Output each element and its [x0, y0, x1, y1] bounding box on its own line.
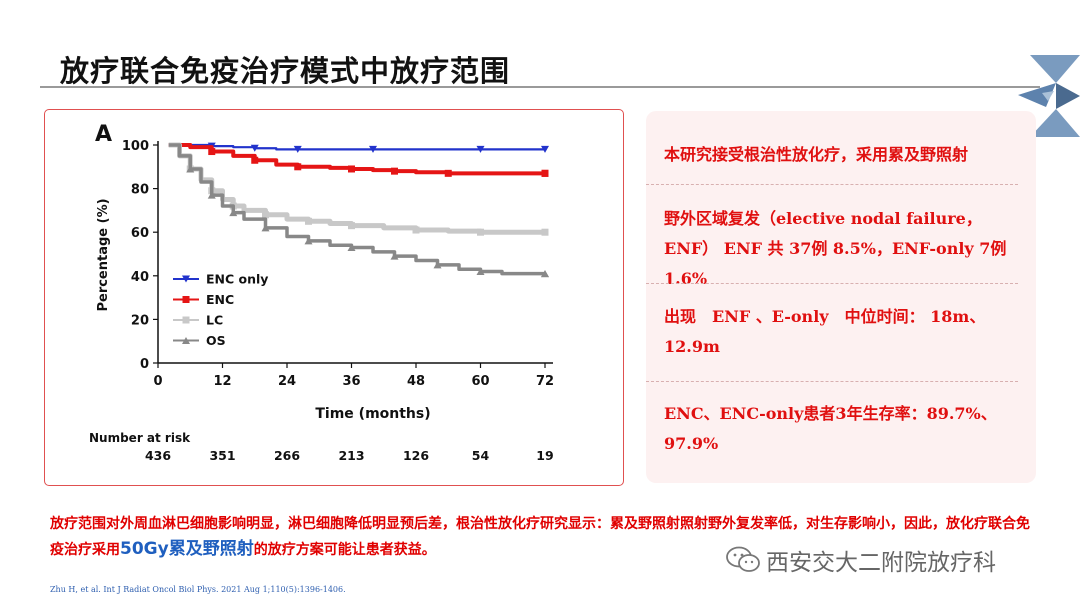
slide-title: 放疗联合免疫治疗模式中放疗范围 — [60, 54, 511, 88]
risk-table-title: Number at risk — [89, 431, 191, 445]
citation: Zhu H, et al. Int J Radiat Oncol Biol Ph… — [50, 585, 346, 594]
legend-marker — [182, 296, 190, 303]
series-point — [262, 211, 269, 219]
risk-value: 54 — [472, 448, 490, 463]
divider — [646, 283, 1018, 284]
y-tick-label: 40 — [131, 270, 149, 285]
watermark-text: 西安交大二附院放疗科 — [766, 550, 996, 576]
x-tick-label: 48 — [407, 374, 425, 389]
risk-value: 436 — [145, 448, 171, 463]
y-tick-label: 0 — [140, 357, 149, 372]
x-tick-label: 0 — [153, 374, 162, 389]
series-point — [304, 237, 313, 245]
legend-marker — [182, 337, 190, 344]
wechat-icon — [726, 546, 760, 572]
x-tick-label: 72 — [536, 374, 554, 389]
risk-value: 351 — [209, 448, 235, 463]
legend-marker — [182, 316, 190, 324]
legend-label: LC — [206, 313, 223, 328]
series-point — [186, 165, 195, 173]
series-point — [347, 243, 356, 251]
risk-value: 213 — [338, 448, 364, 463]
y-tick-label: 80 — [131, 183, 149, 198]
legend-label: OS — [206, 333, 226, 348]
series-point — [433, 261, 442, 269]
finding-item: ENC、ENC-only患者3年生存率：89.7%、97.9% — [664, 404, 997, 453]
series-point — [541, 270, 549, 278]
findings-panel: 本研究接受根治性放化疗，采用累及野照射 野外区域复发（elective noda… — [646, 111, 1036, 483]
series-point — [541, 228, 549, 236]
risk-value: 19 — [536, 448, 553, 463]
series-point — [305, 217, 312, 225]
summary-part1: 放疗范围对外周血淋巴细胞影响明显，淋巴细胞降低明显预后差，根治性放化疗研究显示：… — [50, 516, 1030, 558]
panel-label: A — [95, 122, 112, 147]
legend-label: ENC only — [206, 272, 268, 287]
finding-item: 野外区域复发（elective nodal failure，ENF） ENF 共… — [664, 209, 1007, 288]
series-line — [168, 143, 545, 176]
survival-chart: A Percentage (%) Time (months) Number at… — [89, 122, 554, 463]
title-divider — [40, 86, 1040, 88]
corner-logo — [1018, 55, 1080, 137]
series-point — [348, 222, 355, 230]
series-point — [369, 145, 377, 153]
series-point — [391, 167, 398, 175]
divider — [646, 184, 1018, 185]
series-point — [250, 144, 259, 152]
series-point — [390, 252, 399, 260]
series-point — [348, 165, 355, 173]
risk-value: 126 — [403, 448, 429, 463]
series-point — [541, 169, 549, 177]
x-tick-label: 36 — [342, 374, 360, 389]
finding-item: 本研究接受根治性放化疗，采用累及野照射 — [664, 145, 969, 164]
y-tick-label: 100 — [122, 139, 149, 154]
series-point — [293, 145, 302, 153]
x-axis-label: Time (months) — [315, 406, 430, 422]
x-tick-label: 24 — [278, 374, 296, 389]
series-point — [476, 267, 485, 275]
summary-part2: 的放疗方案可能让患者获益。 — [253, 542, 436, 558]
series-point — [412, 226, 420, 234]
series-point — [541, 145, 549, 153]
legend-marker — [182, 275, 190, 283]
finding-item: 出现 ENF 、E-only 中位时间： 18m、12.9m — [664, 307, 986, 356]
series-line — [168, 143, 545, 276]
series-point — [294, 163, 302, 171]
x-tick-label: 60 — [471, 374, 489, 389]
summary-highlight: 50Gy累及野照射 — [120, 539, 254, 559]
summary-text: 放疗范围对外周血淋巴细胞影响明显，淋巴细胞降低明显预后差，根治性放化疗研究显示：… — [50, 512, 1040, 563]
series-point — [229, 209, 238, 217]
series-point — [208, 148, 216, 156]
y-axis-label: Percentage (%) — [96, 198, 111, 311]
survival-figure: A Percentage (%) Time (months) Number at… — [44, 109, 624, 486]
series-point — [444, 169, 452, 177]
risk-value: 266 — [274, 448, 300, 463]
series-point — [207, 191, 216, 199]
wechat-watermark: 西安交大二附院放疗科 — [726, 543, 996, 577]
series-line — [168, 142, 545, 235]
x-tick-label: 12 — [213, 374, 231, 389]
y-tick-label: 60 — [131, 226, 149, 241]
divider — [646, 381, 1018, 382]
series-point — [261, 224, 270, 232]
series-point — [251, 156, 259, 164]
legend-label: ENC — [206, 292, 234, 307]
series-point — [477, 228, 484, 236]
y-tick-label: 20 — [131, 313, 149, 328]
series-point — [476, 145, 485, 153]
series-line — [168, 143, 545, 151]
